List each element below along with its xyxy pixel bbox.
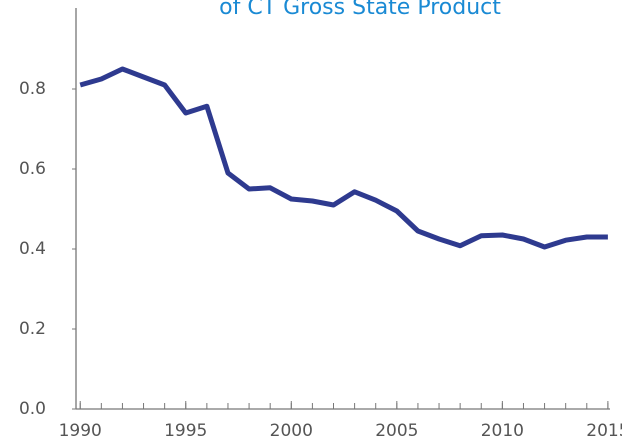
data-line (79, 66, 608, 250)
chart-title: of CT Gross State Product (219, 0, 501, 20)
x-tick-label: 2010 (481, 421, 524, 441)
y-tick-label: 0.4 (19, 239, 46, 259)
y-tick-label: 0.6 (19, 159, 46, 179)
y-tick-label: 0.8 (19, 79, 46, 99)
x-tick-label: 2000 (270, 421, 313, 441)
x-tick-label: 1995 (164, 421, 207, 441)
x-tick-label: 2005 (375, 421, 418, 441)
y-tick-label: 0.2 (19, 319, 46, 339)
y-tick-label: 0.0 (19, 399, 46, 419)
x-tick-label: 2015 (586, 421, 622, 441)
x-tick-label: 1990 (59, 421, 102, 441)
